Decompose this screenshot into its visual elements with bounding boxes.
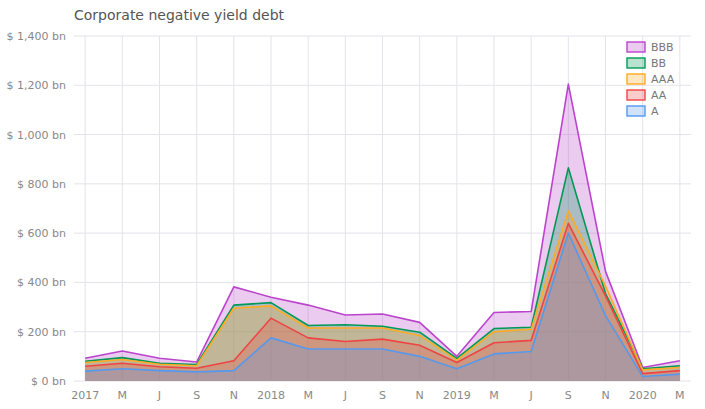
legend: BBBBBAAAAAA <box>627 41 675 118</box>
y-tick-label: $ 600 bn <box>17 227 66 240</box>
x-tick-label: S <box>193 389 200 402</box>
area-fill <box>85 84 680 381</box>
legend-swatch <box>627 106 645 116</box>
grid-line <box>85 36 86 381</box>
grid-line <box>122 36 123 381</box>
y-tick-label: $ 1,200 bn <box>7 79 66 92</box>
series-line <box>85 223 680 373</box>
x-tick-label: J <box>157 389 161 402</box>
grid-line <box>456 36 457 381</box>
x-tick-label: 2017 <box>71 389 99 402</box>
grid-line <box>159 36 160 381</box>
x-tick-label: J <box>529 389 533 402</box>
x-tick-label: S <box>565 389 572 402</box>
x-tick-label: N <box>230 389 238 402</box>
legend-swatch <box>627 58 645 68</box>
y-tick-label: $ 200 bn <box>17 326 66 339</box>
x-tick-label: 2020 <box>629 389 657 402</box>
grid-line <box>196 36 197 381</box>
legend-swatch <box>627 42 645 52</box>
legend-swatch <box>627 90 645 100</box>
x-tick-label: 2018 <box>257 389 285 402</box>
x-tick-label: S <box>379 389 386 402</box>
x-tick-label: M <box>118 389 128 402</box>
series-line <box>85 211 680 370</box>
legend-label: BBB <box>651 41 674 54</box>
series-line <box>85 233 680 376</box>
x-tick-label: 2019 <box>443 389 471 402</box>
grid <box>74 36 691 381</box>
x-tick-label: N <box>416 389 424 402</box>
y-tick-label: $ 400 bn <box>17 276 66 289</box>
title: Corporate negative yield debt <box>74 7 285 23</box>
y-tick-label: $ 800 bn <box>17 178 66 191</box>
series-line <box>85 84 680 367</box>
area-fill <box>85 211 680 381</box>
x-tick-label: N <box>601 389 609 402</box>
y-tick-label: $ 1,400 bn <box>7 30 66 43</box>
legend-label: A <box>651 105 659 118</box>
legend-label: BB <box>651 57 666 70</box>
legend-label: AAA <box>651 73 675 86</box>
plot-area <box>85 84 680 381</box>
legend-label: AA <box>651 89 667 102</box>
x-tick-label: M <box>303 389 313 402</box>
x-tick-label: M <box>675 389 685 402</box>
y-tick-label: $ 0 bn <box>31 375 66 388</box>
x-tick-label: M <box>489 389 499 402</box>
x-tick-label: J <box>343 389 347 402</box>
legend-swatch <box>627 74 645 84</box>
grid-line <box>679 36 680 381</box>
y-tick-label: $ 1,000 bn <box>7 129 66 142</box>
area-fill <box>85 223 680 381</box>
chart: Corporate negative yield debt $ 0 bn $ 200… <box>0 0 705 409</box>
grid-line <box>642 36 643 381</box>
